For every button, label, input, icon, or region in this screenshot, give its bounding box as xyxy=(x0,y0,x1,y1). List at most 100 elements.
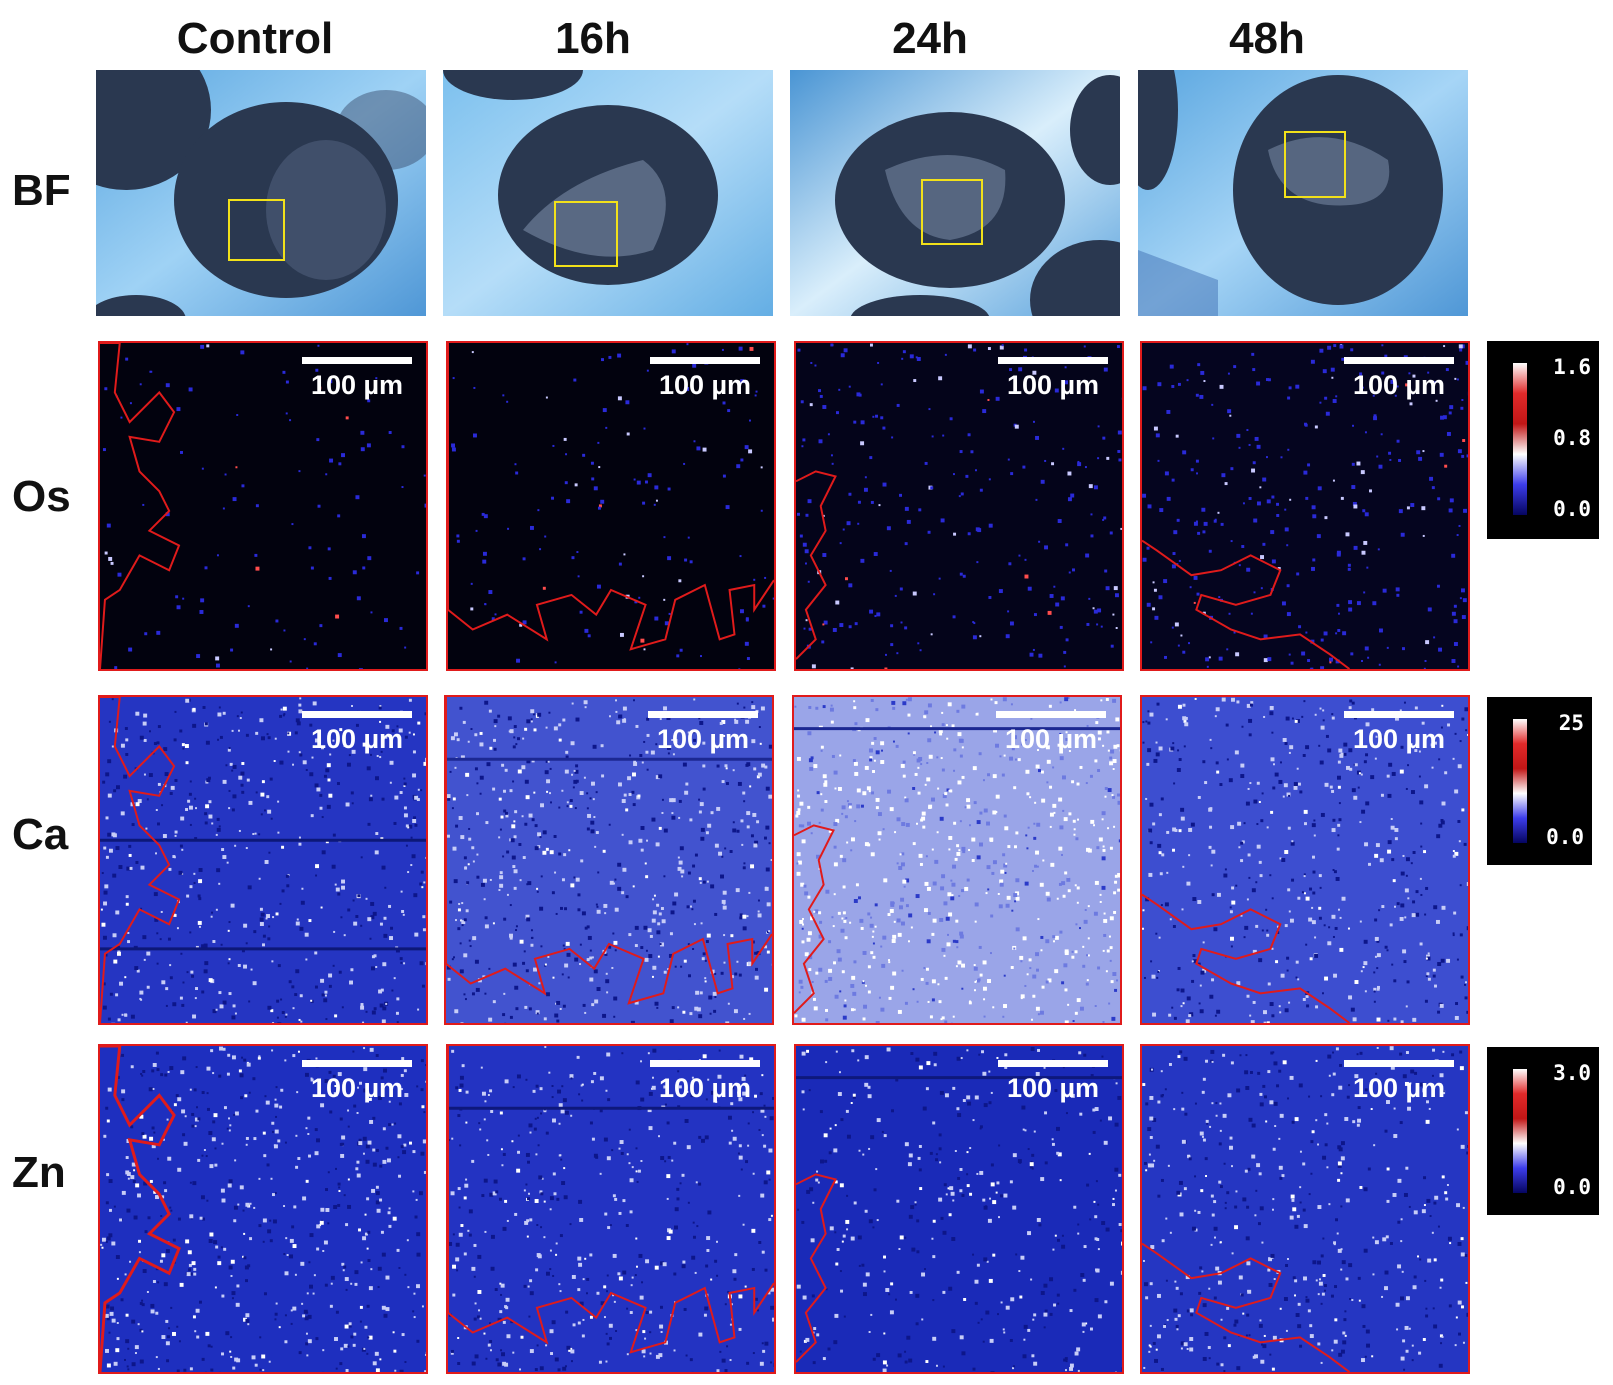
speckle xyxy=(632,803,636,807)
speckle xyxy=(1350,652,1354,656)
speckle xyxy=(517,1134,520,1137)
speckle xyxy=(852,759,856,763)
speckle xyxy=(160,910,163,913)
speckle xyxy=(1035,435,1040,440)
speckle xyxy=(1352,501,1357,506)
speckle xyxy=(671,349,676,354)
speckle xyxy=(1453,911,1457,915)
speckle xyxy=(193,872,196,875)
speckle xyxy=(1365,801,1370,806)
speckle xyxy=(270,1009,274,1013)
speckle xyxy=(519,939,524,944)
speckle xyxy=(1462,1206,1465,1209)
speckle xyxy=(1205,1059,1208,1063)
speckle xyxy=(463,1196,467,1200)
speckle xyxy=(1278,1137,1281,1140)
speckle xyxy=(834,994,839,999)
speckle xyxy=(614,949,617,952)
speckle xyxy=(953,769,956,772)
speckle xyxy=(975,527,980,532)
speckle xyxy=(1087,937,1090,940)
speckle xyxy=(647,1108,652,1113)
speckle xyxy=(1210,864,1213,867)
speckle xyxy=(1418,775,1421,778)
speckle xyxy=(540,1112,543,1115)
ca-colorbar: 25 0.0 xyxy=(1487,697,1592,865)
speckle xyxy=(908,1358,913,1363)
speckle xyxy=(1157,843,1162,848)
speckle xyxy=(1256,844,1261,849)
speckle xyxy=(413,816,417,820)
speckle xyxy=(666,1121,670,1125)
speckle xyxy=(772,597,774,600)
speckle xyxy=(1317,1143,1320,1146)
speckle xyxy=(1359,821,1362,824)
speckle xyxy=(267,1005,272,1010)
speckle xyxy=(413,1292,416,1295)
speckle xyxy=(1267,982,1271,986)
speckle xyxy=(292,1244,297,1249)
speckle xyxy=(1079,1006,1084,1011)
zn-map-control: 100 µm xyxy=(98,1044,428,1374)
speckle xyxy=(113,1205,116,1208)
speckle xyxy=(889,807,894,812)
speckle xyxy=(320,746,324,750)
speckle xyxy=(1400,532,1405,537)
speckle xyxy=(1221,473,1226,478)
speckle xyxy=(811,664,816,669)
speckle xyxy=(447,797,451,801)
speckle xyxy=(1357,786,1360,789)
speckle xyxy=(932,881,937,886)
speckle xyxy=(983,1205,988,1210)
speckle xyxy=(677,856,680,859)
speckle xyxy=(295,1165,299,1169)
speckle xyxy=(1114,1189,1117,1192)
speckle xyxy=(1201,507,1206,512)
speckle xyxy=(219,1004,224,1009)
speckle xyxy=(1384,1129,1388,1133)
speckle xyxy=(727,1002,730,1005)
speckle xyxy=(1238,446,1241,449)
speckle xyxy=(693,923,696,926)
speckle xyxy=(298,1018,301,1021)
speckle xyxy=(103,901,108,906)
speckle xyxy=(474,959,479,964)
speckle xyxy=(222,855,227,860)
speckle xyxy=(1064,871,1068,875)
speckle xyxy=(904,1001,908,1005)
speckle xyxy=(848,385,851,388)
scale-bar: 100 µm xyxy=(650,357,760,401)
speckle xyxy=(1103,1140,1108,1145)
speckle xyxy=(543,1017,547,1021)
speckle xyxy=(713,1009,717,1013)
speckle xyxy=(891,1109,894,1113)
speckle xyxy=(818,439,823,444)
speckle xyxy=(298,709,303,714)
speckle xyxy=(397,1156,400,1159)
speckle xyxy=(466,794,469,797)
speckle xyxy=(1169,918,1172,921)
speckle xyxy=(867,965,871,969)
speckle xyxy=(1191,1226,1196,1231)
speckle xyxy=(1246,1313,1250,1317)
speckle xyxy=(957,732,962,737)
speckle xyxy=(822,705,826,709)
speckle xyxy=(797,1208,800,1211)
speckle xyxy=(575,717,580,722)
speckle xyxy=(833,961,836,965)
speckle xyxy=(889,569,892,572)
speckle xyxy=(617,353,622,358)
speckle xyxy=(824,780,828,784)
speckle xyxy=(659,1305,663,1309)
speckle xyxy=(990,698,993,701)
speckle xyxy=(223,1247,227,1251)
speckle xyxy=(809,403,813,407)
speckle xyxy=(493,719,498,724)
speckle xyxy=(707,1078,710,1081)
speckle xyxy=(165,987,169,991)
speckle xyxy=(1009,1339,1013,1342)
speckle xyxy=(1074,1351,1079,1356)
speckle xyxy=(614,1197,618,1201)
speckle xyxy=(868,1147,871,1150)
speckle xyxy=(658,774,663,779)
